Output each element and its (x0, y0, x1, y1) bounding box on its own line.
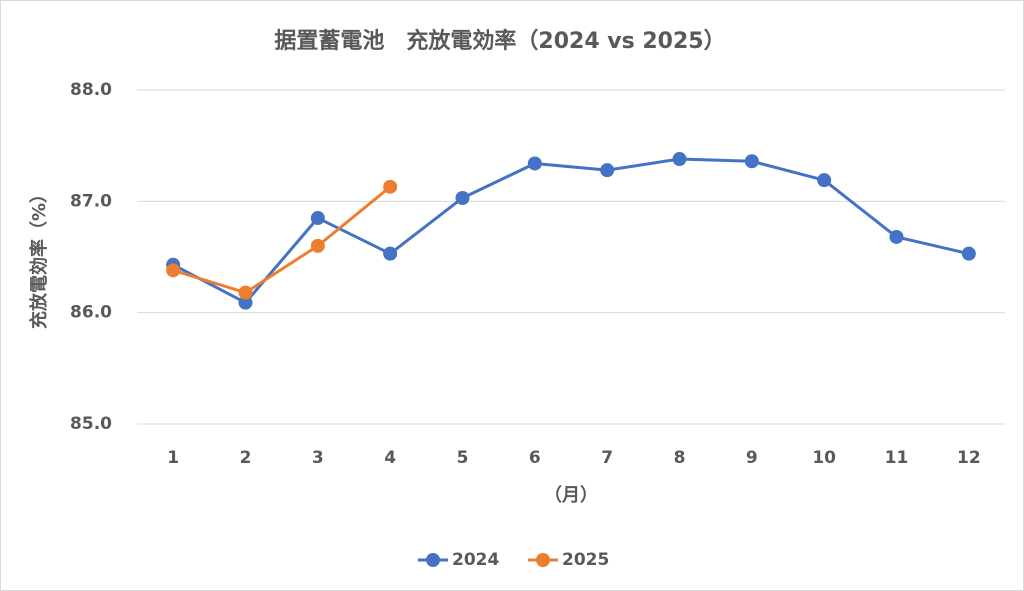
data-point (310, 238, 325, 253)
data-point (672, 152, 687, 167)
data-point (455, 190, 470, 205)
y-tick-label: 86.0 (70, 303, 112, 323)
x-tick-label: 6 (529, 448, 541, 468)
legend-label: 2025 (562, 550, 609, 570)
y-tick-label: 85.0 (70, 414, 112, 434)
y-tick-label: 87.0 (70, 191, 112, 211)
data-point (238, 295, 253, 310)
x-tick-label: 11 (885, 448, 909, 468)
chart-title: 据置蓄電池 充放電効率（2024 vs 2025） (274, 28, 725, 54)
y-tick-label: 88.0 (70, 80, 112, 100)
data-point (889, 229, 904, 244)
data-point (600, 163, 615, 178)
data-point (817, 173, 832, 188)
data-point (744, 154, 759, 169)
data-point (310, 211, 325, 226)
x-tick-label: 2 (240, 448, 252, 468)
x-tick-label: 12 (957, 448, 981, 468)
legend-marker (536, 553, 550, 567)
x-axis-label: （月） (544, 485, 598, 506)
legend-label: 2024 (452, 550, 499, 570)
series-line (172, 157, 970, 305)
data-point (527, 156, 542, 171)
x-tick-label: 10 (812, 448, 836, 468)
data-point (383, 179, 398, 194)
data-point (961, 246, 976, 261)
data-point (166, 263, 181, 278)
x-tick-label: 9 (746, 448, 758, 468)
legend-marker (426, 553, 440, 567)
data-point (383, 246, 398, 261)
x-tick-label: 3 (312, 448, 324, 468)
x-tick-label: 8 (674, 448, 686, 468)
x-tick-label: 7 (601, 448, 613, 468)
x-tick-label: 5 (457, 448, 469, 468)
series-line (172, 185, 392, 295)
y-axis-label: 充放電効率（%） (28, 185, 50, 329)
x-tick-label: 1 (167, 448, 179, 468)
x-tick-label: 4 (384, 448, 396, 468)
data-point (238, 285, 253, 300)
